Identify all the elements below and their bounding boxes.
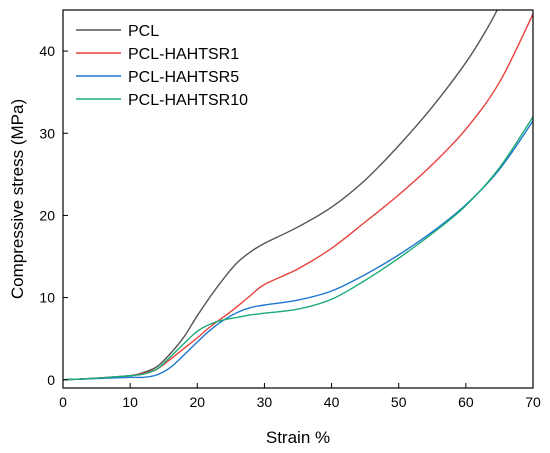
legend-label-1: PCL-HAHTSR1 — [128, 46, 239, 63]
x-axis-title: Strain % — [266, 428, 330, 447]
y-tick-label-3: 30 — [39, 125, 55, 141]
x-tick-label-2: 20 — [189, 394, 205, 410]
plot-frame — [62, 9, 534, 389]
legend-label-2: PCL-HAHTSR5 — [128, 69, 239, 86]
series-line-0 — [63, 10, 499, 381]
series-line-3 — [63, 116, 533, 381]
x-tick-label-6: 60 — [458, 394, 474, 410]
series-line-2 — [63, 120, 533, 381]
x-tick-label-3: 30 — [257, 394, 273, 410]
x-tick-label-4: 40 — [324, 394, 340, 410]
x-tick-label-7: 70 — [525, 394, 541, 410]
ticks-layer: 0 10 20 30 40 50 60 70 0 10 20 30 40 — [39, 43, 541, 410]
legend-label-0: PCL — [128, 23, 159, 40]
legend: PCL PCL-HAHTSR1 PCL-HAHTSR5 PCL-HAHTSR10 — [76, 23, 248, 109]
y-tick-label-4: 40 — [39, 43, 55, 59]
y-tick-label-2: 20 — [39, 207, 55, 223]
y-tick-label-1: 10 — [39, 290, 55, 306]
y-tick-label-0: 0 — [47, 372, 55, 388]
series-line-1 — [63, 13, 533, 381]
x-tick-label-1: 10 — [122, 394, 138, 410]
y-axis-title: Compressive stress (MPa) — [8, 99, 27, 299]
legend-label-3: PCL-HAHTSR10 — [128, 92, 248, 109]
x-tick-label-0: 0 — [59, 394, 67, 410]
series-layer — [63, 10, 533, 381]
x-tick-label-5: 50 — [391, 394, 407, 410]
